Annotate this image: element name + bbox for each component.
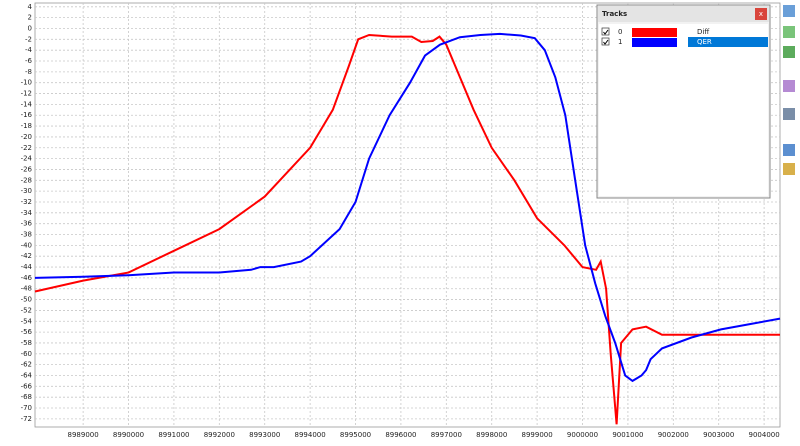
x-tick-label: 8992000 [204, 431, 235, 439]
track-checkbox[interactable] [601, 37, 610, 46]
y-tick-label: -58 [21, 339, 32, 347]
track-id: 0 [618, 28, 622, 36]
y-tick-label: -54 [21, 317, 33, 325]
y-tick-label: -6 [25, 57, 33, 65]
check-mark [603, 29, 609, 35]
y-tick-label: -12 [21, 90, 32, 98]
track-name: QER [697, 38, 712, 46]
x-tick-label: 8997000 [431, 431, 462, 439]
y-tick-label: -26 [21, 165, 33, 173]
y-tick-label: -30 [21, 187, 32, 195]
close-label: x [759, 10, 763, 18]
x-tick-label: 8990000 [113, 431, 144, 439]
track-checkbox[interactable] [601, 27, 610, 36]
x-tick-label: 8989000 [68, 431, 99, 439]
fit-button[interactable] [783, 26, 795, 38]
y-tick-label: -36 [21, 220, 33, 228]
y-tick-label: -64 [21, 371, 33, 379]
x-tick-label: 9003000 [703, 431, 734, 439]
track-name: Diff [697, 28, 709, 36]
y-tick-label: -14 [21, 100, 33, 108]
y-tick-label: 0 [28, 24, 32, 32]
x-tick-label: 9002000 [658, 431, 689, 439]
y-tick-label: -40 [21, 241, 32, 249]
x-tick-label: 9000000 [567, 431, 598, 439]
series-line [34, 33, 780, 425]
y-tick-label: -10 [21, 79, 32, 87]
x-tick-label: 9004000 [749, 431, 780, 439]
y-tick-label: -50 [21, 296, 32, 304]
scale-button[interactable] [783, 46, 795, 58]
y-tick-label: -72 [21, 415, 32, 423]
y-tick-label: -42 [21, 252, 32, 260]
y-tick-label: -28 [21, 176, 32, 184]
export-button[interactable] [783, 108, 795, 120]
track-color [632, 38, 677, 47]
x-tick-label: 8999000 [522, 431, 553, 439]
x-tick-label: 8993000 [249, 431, 280, 439]
y-tick-label: -2 [25, 35, 32, 43]
y-tick-label: 2 [28, 14, 32, 22]
track-id: 1 [618, 38, 622, 46]
print-button[interactable] [783, 163, 795, 175]
copy-button[interactable] [783, 144, 795, 156]
close-button[interactable] [755, 8, 767, 20]
y-tick-label: -8 [25, 68, 32, 76]
series-line [34, 32, 781, 383]
check-mark [603, 39, 609, 45]
y-tick-label: -52 [21, 306, 32, 314]
y-tick-label: -20 [21, 133, 32, 141]
track-list [599, 24, 768, 196]
y-tick-label: -68 [21, 393, 32, 401]
y-tick-label: -34 [21, 209, 33, 217]
toolbar [783, 5, 795, 175]
x-tick-label: 8996000 [385, 431, 416, 439]
y-tick-label: -24 [21, 155, 33, 163]
y-tick-label: -4 [25, 46, 33, 54]
y-tick-label: -44 [21, 263, 33, 271]
x-tick-label: 8991000 [158, 431, 189, 439]
x-tick-label: 8998000 [476, 431, 507, 439]
track-color [632, 28, 677, 37]
y-tick-label: -56 [21, 328, 33, 336]
y-tick-label: -38 [21, 231, 32, 239]
y-tick-label: 4 [28, 3, 33, 11]
panel-header [598, 6, 769, 22]
y-tick-label: -16 [21, 111, 33, 119]
x-tick-label: 8994000 [295, 431, 326, 439]
row-highlight [688, 37, 768, 47]
x-tick-label: 8995000 [340, 431, 371, 439]
y-tick-label: -66 [21, 382, 33, 390]
y-tick-label: -18 [21, 122, 32, 130]
tracks-panel: Tracks x 0 Diff 1 QER [596, 4, 771, 199]
y-tick-label: -70 [21, 404, 32, 412]
zoom-button[interactable] [783, 5, 795, 17]
y-tick-label: -22 [21, 144, 32, 152]
panel-title: Tracks [602, 10, 627, 18]
y-tick-label: -32 [21, 198, 32, 206]
y-tick-label: -62 [21, 361, 32, 369]
y-tick-label: -46 [21, 274, 33, 282]
y-tick-label: -48 [21, 285, 32, 293]
x-tick-label: 9001000 [612, 431, 643, 439]
chart-button[interactable] [783, 80, 795, 92]
y-tick-label: -60 [21, 350, 32, 358]
